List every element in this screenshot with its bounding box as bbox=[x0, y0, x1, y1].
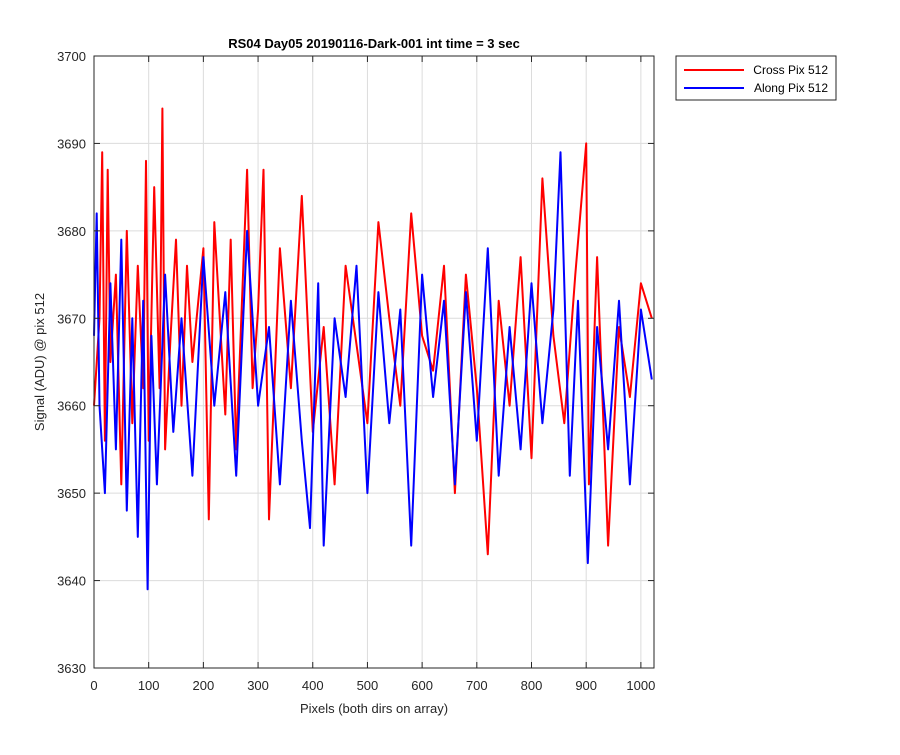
legend-label-cross: Cross Pix 512 bbox=[753, 63, 828, 77]
y-tick-label: 3640 bbox=[57, 574, 86, 589]
y-tick-label: 3650 bbox=[57, 486, 86, 501]
x-tick-label: 600 bbox=[411, 678, 433, 693]
x-tick-labels: 0 100 200 300 400 500 600 700 800 900 1000 bbox=[90, 678, 655, 693]
chart-title: RS04 Day05 20190116-Dark-001 int time = … bbox=[228, 36, 520, 51]
x-tick-label: 700 bbox=[466, 678, 488, 693]
legend: Cross Pix 512 Along Pix 512 bbox=[675, 55, 837, 101]
legend-box bbox=[675, 55, 837, 101]
x-tick-label: 400 bbox=[302, 678, 324, 693]
y-tick-labels: 3630 3640 3650 3660 3670 3680 3690 3700 bbox=[57, 49, 86, 676]
x-tick-label: 800 bbox=[521, 678, 543, 693]
x-tick-label: 200 bbox=[193, 678, 215, 693]
x-tick-label: 300 bbox=[247, 678, 269, 693]
series-line-cross-pix-512 bbox=[93, 107, 653, 556]
y-tick-label: 3670 bbox=[57, 311, 86, 326]
y-tick-label: 3630 bbox=[57, 661, 86, 676]
x-tick-label: 0 bbox=[90, 678, 97, 693]
x-axis-label: Pixels (both dirs on array) bbox=[300, 701, 448, 716]
plot-frame bbox=[93, 55, 655, 669]
y-tick-label: 3680 bbox=[57, 224, 86, 239]
series-line-along-pix-512 bbox=[93, 151, 653, 591]
y-tick-label: 3700 bbox=[57, 49, 86, 64]
tick-marks bbox=[93, 55, 654, 669]
x-tick-label: 100 bbox=[138, 678, 160, 693]
x-tick-label: 1000 bbox=[626, 678, 655, 693]
y-tick-label: 3660 bbox=[57, 399, 86, 414]
x-tick-label: 900 bbox=[575, 678, 597, 693]
y-axis-label: Signal (ADU) @ pix 512 bbox=[32, 293, 47, 431]
y-tick-label: 3690 bbox=[57, 136, 86, 151]
series-layer bbox=[93, 107, 653, 591]
legend-label-along: Along Pix 512 bbox=[754, 81, 828, 95]
x-tick-label: 500 bbox=[357, 678, 379, 693]
